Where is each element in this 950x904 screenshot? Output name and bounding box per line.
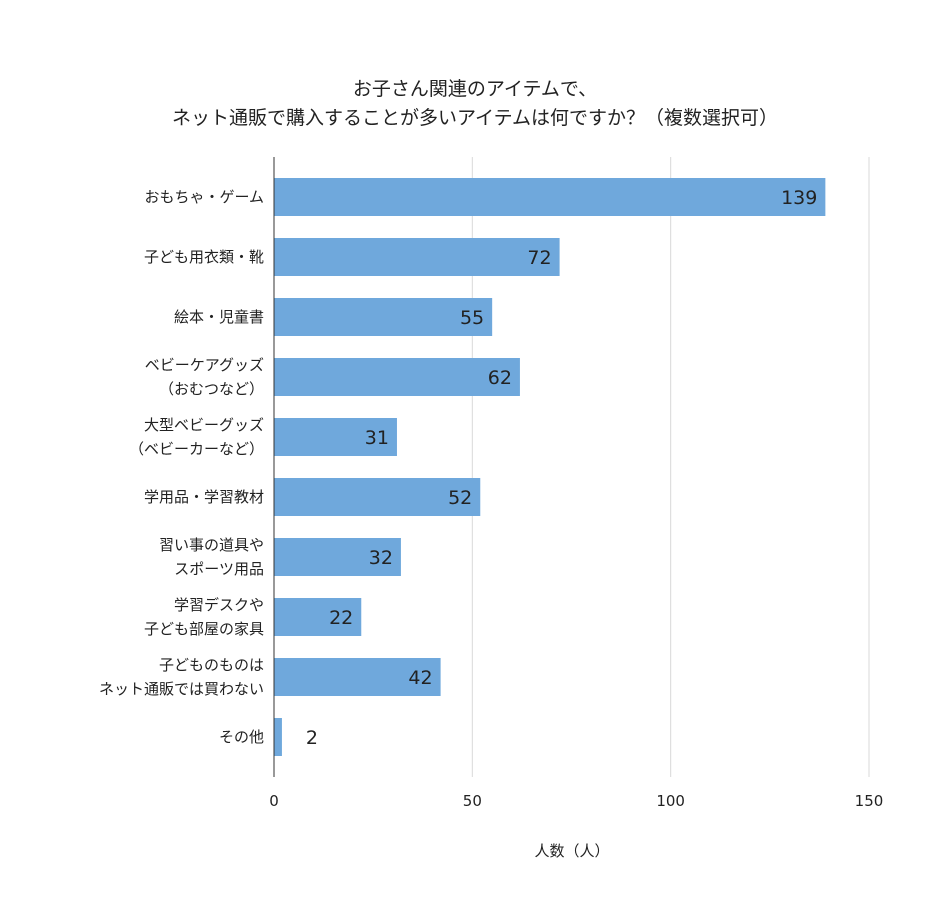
x-tick-label: 100 xyxy=(656,792,685,810)
category-label: その他 xyxy=(219,728,264,746)
bar xyxy=(274,598,362,636)
x-tick-label: 150 xyxy=(855,792,884,810)
bar xyxy=(274,358,520,396)
category-label: 大型ベビーグッズ xyxy=(144,416,264,434)
x-axis-label: 人数（人） xyxy=(534,842,609,860)
category-label: 学用品・学習教材 xyxy=(144,488,264,506)
category-label: （ベビーカーなど） xyxy=(129,440,264,458)
data-label: 2 xyxy=(306,727,318,749)
bar xyxy=(274,478,481,516)
category-label: 絵本・児童書 xyxy=(174,308,264,326)
category-label: 子ども部屋の家具 xyxy=(144,620,264,638)
data-label: 52 xyxy=(448,487,472,509)
bar xyxy=(274,718,282,756)
category-label: スポーツ用品 xyxy=(174,560,264,578)
chart-title-line-2: ネット通販で購入することが多いアイテムは何ですか？（複数選択可） xyxy=(172,107,778,129)
category-label: 学習デスクや xyxy=(174,596,264,614)
category-label: 子ども用衣類・靴 xyxy=(144,248,264,266)
data-label: 62 xyxy=(488,367,512,389)
bar xyxy=(274,538,401,576)
bar xyxy=(274,298,493,336)
bar xyxy=(274,238,560,276)
bar xyxy=(274,418,397,456)
bar xyxy=(274,658,441,696)
category-label: ベビーケアグッズ xyxy=(145,356,264,374)
category-label: 子どものものは xyxy=(159,656,264,674)
chart-title-line-1: お子さん関連のアイテムで、 xyxy=(353,78,597,100)
bar xyxy=(274,178,826,216)
data-label: 31 xyxy=(365,427,389,449)
data-label: 139 xyxy=(781,187,817,209)
bars: 139 72 55 62 31 52 32 22 42 2 xyxy=(274,178,826,756)
data-label: 72 xyxy=(527,247,551,269)
category-label: おもちゃ・ゲーム xyxy=(144,188,264,206)
data-label: 22 xyxy=(329,607,353,629)
data-label: 32 xyxy=(369,547,393,569)
x-tick-label: 0 xyxy=(269,792,279,810)
data-label: 42 xyxy=(408,667,432,689)
x-tick-labels: 0 50 100 150 xyxy=(269,792,883,810)
data-label: 55 xyxy=(460,307,484,329)
category-label: ネット通販では買わない xyxy=(99,680,264,698)
category-label: （おむつなど） xyxy=(159,380,264,398)
category-label: 習い事の道具や xyxy=(159,536,264,554)
x-tick-label: 50 xyxy=(463,792,482,810)
